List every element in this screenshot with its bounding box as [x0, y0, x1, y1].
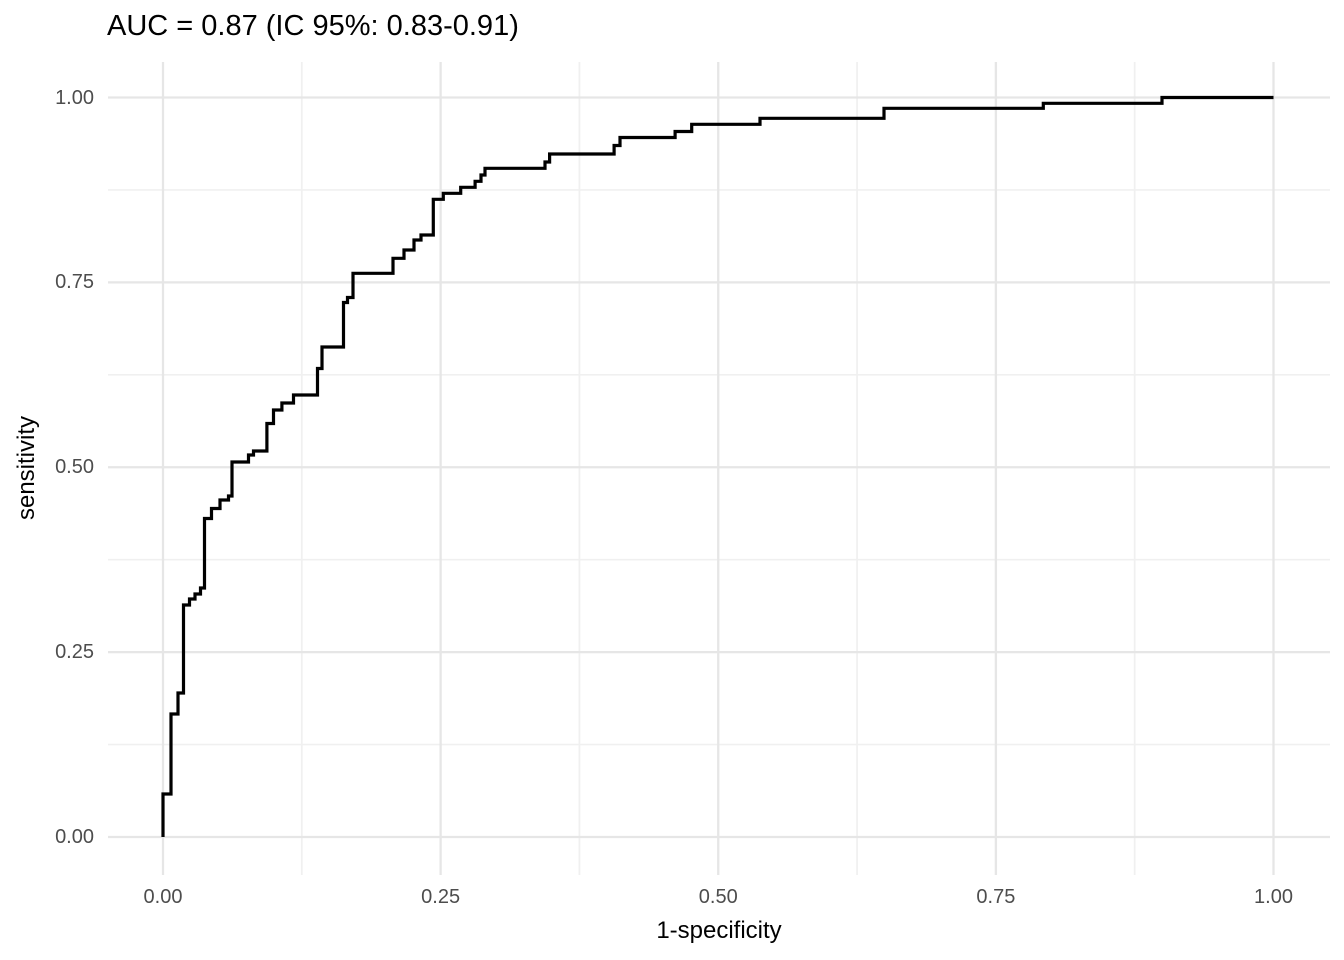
chart-title: AUC = 0.87 (IC 95%: 0.83-0.91) [107, 10, 519, 42]
y-tick-label: 0.75 [55, 271, 94, 294]
plot-panel [108, 62, 1330, 875]
roc-curve-path [161, 95, 1274, 837]
y-tick-label: 0.50 [55, 456, 94, 479]
x-axis-title: 1-specificity [656, 917, 782, 944]
x-tick-label: 0.25 [421, 886, 461, 908]
y-tick-label: 1.00 [55, 86, 94, 109]
y-tick-label: 0.00 [55, 826, 94, 848]
x-tick-label: 0.75 [976, 886, 1016, 908]
x-tick-label: 1.00 [1254, 886, 1293, 908]
x-tick-label: 0.50 [698, 886, 738, 908]
x-tick-label: 0.00 [143, 886, 183, 908]
y-tick-label: 0.25 [55, 641, 94, 664]
